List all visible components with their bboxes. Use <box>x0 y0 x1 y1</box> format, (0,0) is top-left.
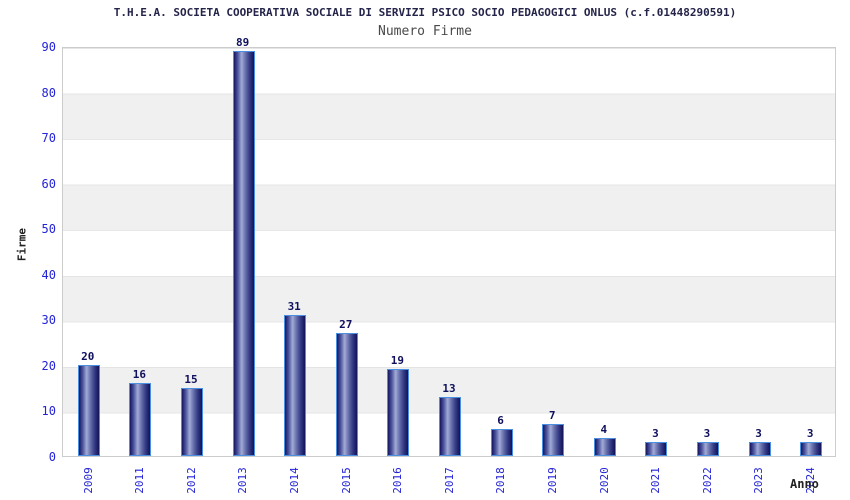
x-tick-label: 2011 <box>132 466 146 494</box>
bar <box>335 333 358 456</box>
y-tick-label: 90 <box>41 40 56 54</box>
bar-value-label: 15 <box>184 372 198 386</box>
bar-value-label: 7 <box>548 409 556 423</box>
x-tick-label: 2009 <box>81 466 95 494</box>
chart-title: T.H.E.A. SOCIETA COOPERATIVA SOCIALE DI … <box>113 6 737 19</box>
chart-subtitle: Numero Firme <box>378 24 472 39</box>
bar-value-label: 31 <box>287 299 301 313</box>
bar-value-label: 3 <box>755 427 762 441</box>
bar <box>697 442 719 456</box>
x-tick-label: 2012 <box>184 466 198 494</box>
y-tick-label: 50 <box>41 222 56 237</box>
bar <box>232 50 255 456</box>
x-tick-label: 2014 <box>287 466 301 494</box>
x-tick-label: 2013 <box>236 466 250 494</box>
bar <box>439 396 461 456</box>
bar <box>593 437 616 456</box>
x-tick-label: 2019 <box>545 466 559 494</box>
bar <box>284 314 307 456</box>
bar <box>748 442 771 456</box>
y-tick-label: 20 <box>41 358 56 373</box>
y-tick-label: 70 <box>41 131 56 146</box>
plot-area <box>62 47 836 457</box>
bar-value-label: 13 <box>442 381 456 395</box>
bar <box>387 369 410 456</box>
y-tick-label: 40 <box>41 267 56 282</box>
bar-value-label: 19 <box>390 354 405 368</box>
bar-value-label: 4 <box>600 422 608 436</box>
bar <box>77 364 100 456</box>
bar-value-label: 3 <box>703 427 711 441</box>
bar-value-label: 27 <box>339 318 353 331</box>
x-tick-label: 2023 <box>752 466 766 494</box>
bar <box>490 428 513 456</box>
bar-value-label: 6 <box>497 413 504 427</box>
x-axis-title: Anno <box>790 477 819 491</box>
bar-value-label: 20 <box>81 349 95 363</box>
bar-value-label: 3 <box>652 427 659 441</box>
y-tick-label: 10 <box>41 404 56 419</box>
bar-value-label: 89 <box>235 35 250 49</box>
y-tick-label: 80 <box>41 85 56 100</box>
y-tick-label: 0 <box>48 450 56 464</box>
bar <box>129 383 152 456</box>
y-tick-label: 60 <box>41 176 56 191</box>
bar <box>645 442 668 456</box>
x-tick-label: 2018 <box>494 466 508 494</box>
bar-value-label: 3 <box>806 427 814 441</box>
x-tick-label: 2021 <box>648 466 662 494</box>
bar <box>542 424 565 456</box>
bar <box>181 387 203 456</box>
x-tick-label: 2022 <box>700 466 714 494</box>
bar-value-label: 16 <box>132 368 147 382</box>
y-tick-label: 30 <box>41 313 56 328</box>
x-tick-label: 2017 <box>442 466 456 494</box>
x-tick-label: 2020 <box>597 466 611 494</box>
bar <box>800 442 823 456</box>
x-tick-label: 2016 <box>390 466 404 494</box>
x-tick-label: 2015 <box>339 466 353 494</box>
